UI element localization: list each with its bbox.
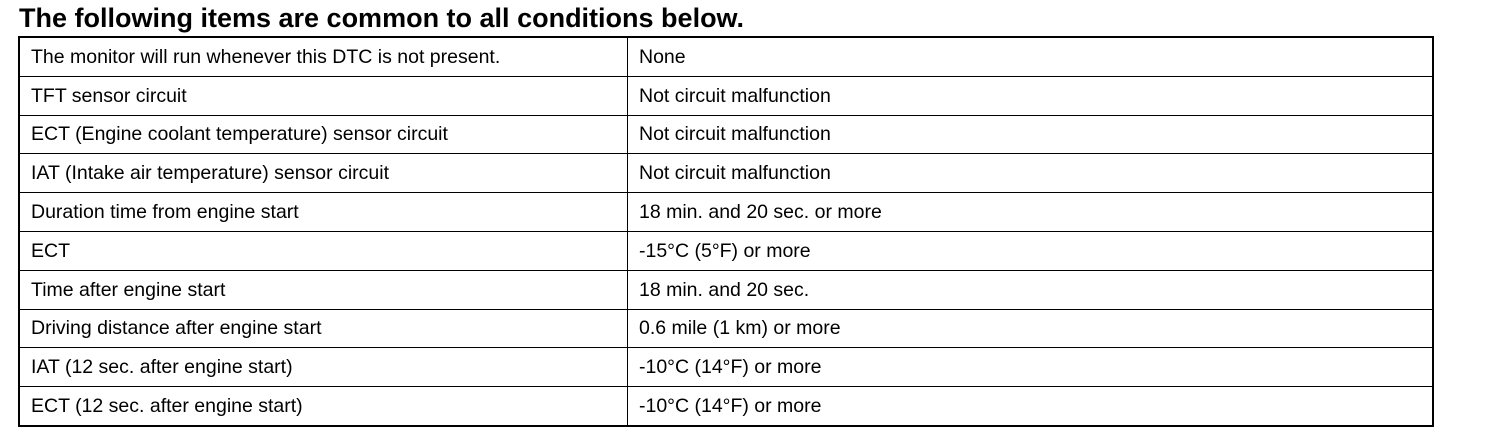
condition-value: Not circuit malfunction (627, 153, 1434, 194)
condition-value: Not circuit malfunction (627, 114, 1434, 155)
table-row: The monitor will run whenever this DTC i… (18, 36, 1434, 77)
condition-item: Duration time from engine start (18, 192, 628, 232)
table-row: IAT (Intake air temperature) sensor circ… (18, 153, 1434, 194)
condition-value: 18 min. and 20 sec. or more (627, 192, 1434, 232)
table-body: The monitor will run whenever this DTC i… (18, 36, 1434, 427)
condition-item: Time after engine start (18, 269, 628, 310)
condition-item: ECT (12 sec. after engine start) (18, 386, 628, 427)
condition-item: ECT (18, 230, 628, 271)
condition-item: IAT (Intake air temperature) sensor circ… (18, 153, 628, 194)
table-row: ECT (Engine coolant temperature) sensor … (18, 114, 1434, 155)
conditions-table: The monitor will run whenever this DTC i… (18, 36, 1434, 427)
table-row: Time after engine start 18 min. and 20 se… (18, 269, 1434, 310)
table-row: Duration time from engine start 18 min. a… (18, 192, 1434, 232)
condition-value: -10°C (14°F) or more (627, 386, 1434, 427)
table-row: IAT (12 sec. after engine start) -10°C (1… (18, 347, 1434, 388)
condition-item: Driving distance after engine start (18, 308, 628, 349)
table-row: ECT -15°C (5°F) or more (18, 230, 1434, 271)
condition-item: ECT (Engine coolant temperature) sensor … (18, 114, 628, 155)
condition-value: 0.6 mile (1 km) or more (627, 308, 1434, 349)
table-row: Driving distance after engine start 0.6 m… (18, 308, 1434, 349)
condition-value: -15°C (5°F) or more (627, 230, 1434, 271)
table-row: ECT (12 sec. after engine start) -10°C (1… (18, 386, 1434, 427)
condition-item: TFT sensor circuit (18, 75, 628, 116)
condition-value: -10°C (14°F) or more (627, 347, 1434, 388)
heading: The following items are common to all co… (19, 3, 745, 33)
condition-value: 18 min. and 20 sec. (627, 269, 1434, 310)
condition-item: IAT (12 sec. after engine start) (18, 347, 628, 388)
condition-item: The monitor will run whenever this DTC i… (18, 36, 628, 77)
table-row: TFT sensor circuit Not circuit malfunctio… (18, 75, 1434, 116)
condition-value: Not circuit malfunction (627, 75, 1434, 116)
condition-value: None (627, 36, 1434, 77)
